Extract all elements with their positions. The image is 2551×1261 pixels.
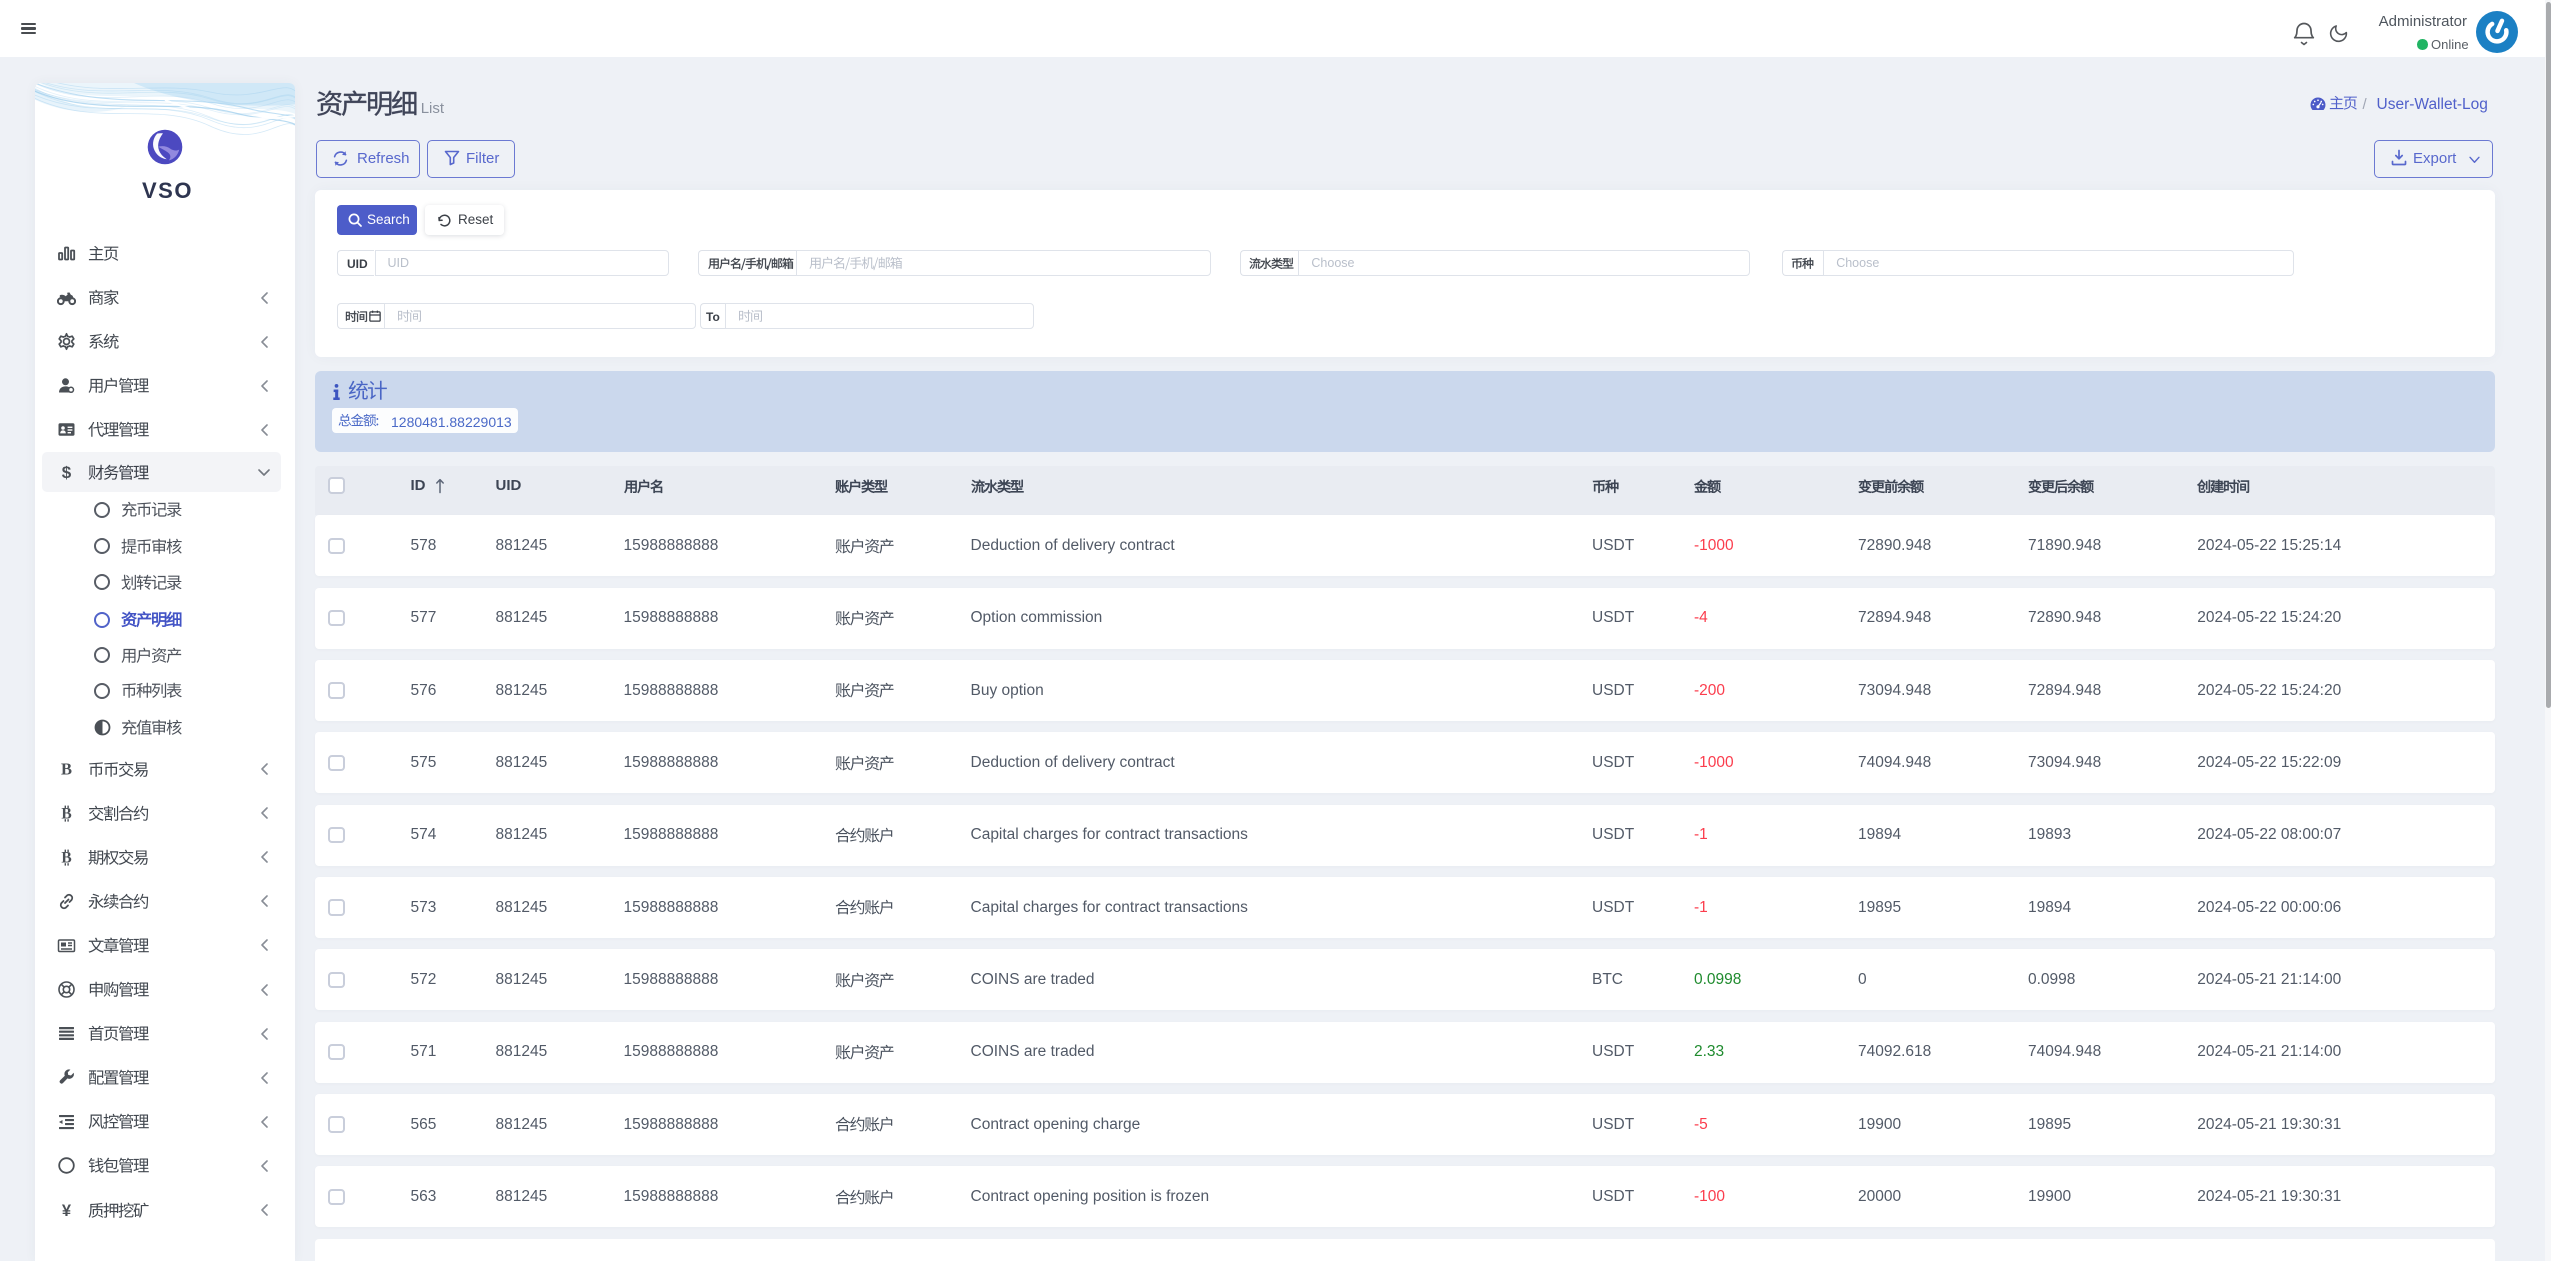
svg-text:B: B [61, 760, 72, 779]
svg-text:B: B [61, 805, 71, 822]
svg-text:¥: ¥ [62, 1202, 72, 1220]
svg-text:$: $ [62, 463, 72, 482]
svg-text:B: B [61, 849, 71, 866]
